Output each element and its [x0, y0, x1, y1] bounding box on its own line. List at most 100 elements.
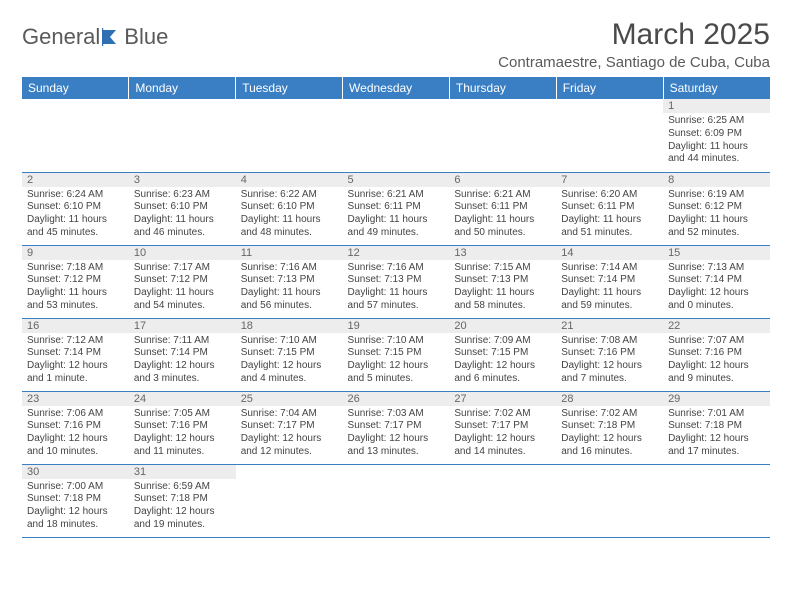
calendar-cell: 23Sunrise: 7:06 AMSunset: 7:16 PMDayligh…: [22, 391, 129, 464]
calendar-row: 23Sunrise: 7:06 AMSunset: 7:16 PMDayligh…: [22, 391, 770, 464]
sunset-line: Sunset: 7:14 PM: [668, 274, 765, 287]
day-number: 13: [449, 246, 556, 260]
calendar-cell: 20Sunrise: 7:09 AMSunset: 7:15 PMDayligh…: [449, 318, 556, 391]
day-number: 8: [663, 173, 770, 187]
day-number: 31: [129, 465, 236, 479]
day-number: 7: [556, 173, 663, 187]
calendar-cell: 30 Sunrise: 7:00 AMSunset: 7:18 PMDayligh…: [22, 464, 129, 537]
day-number: 9: [22, 246, 129, 260]
calendar-cell: [449, 99, 556, 172]
calendar-cell: [556, 99, 663, 172]
sunset-line: Sunset: 7:15 PM: [454, 347, 551, 360]
calendar-cell: 12Sunrise: 7:16 AMSunset: 7:13 PMDayligh…: [343, 245, 450, 318]
day-info: Sunrise: 7:05 AMSunset: 7:16 PMDaylight:…: [134, 408, 231, 459]
daylight-line: Daylight: 12 hours and 9 minutes.: [668, 360, 765, 386]
day-number: 17: [129, 319, 236, 333]
day-number-blank: [663, 465, 770, 479]
day-info: Sunrise: 7:13 AMSunset: 7:14 PMDaylight:…: [668, 262, 765, 313]
header: General Blue March 2025 Contramaestre, S…: [22, 18, 770, 71]
weekday-header: Thursday: [449, 77, 556, 99]
day-number: 29: [663, 392, 770, 406]
day-number-blank: [449, 99, 556, 113]
daylight-line: Daylight: 12 hours and 4 minutes.: [241, 360, 338, 386]
calendar-cell: [449, 464, 556, 537]
calendar-cell: [236, 99, 343, 172]
daylight-line: Daylight: 12 hours and 13 minutes.: [348, 433, 445, 459]
calendar-cell: 10 Sunrise: 7:17 AMSunset: 7:12 PMDayligh…: [129, 245, 236, 318]
weekday-header: Tuesday: [236, 77, 343, 99]
flag-icon: [102, 28, 122, 46]
calendar-cell: [556, 464, 663, 537]
day-number: 30: [22, 465, 129, 479]
day-info: Sunrise: 7:18 AMSunset: 7:12 PMDaylight:…: [27, 262, 124, 313]
day-number: 5: [343, 173, 450, 187]
sunset-line: Sunset: 7:18 PM: [134, 493, 231, 506]
daylight-line: Daylight: 12 hours and 16 minutes.: [561, 433, 658, 459]
day-info: Sunrise: 6:21 AMSunset: 6:11 PMDaylight:…: [348, 189, 445, 240]
sunrise-line: Sunrise: 7:01 AM: [668, 408, 765, 421]
calendar-cell: 11Sunrise: 7:16 AMSunset: 7:13 PMDayligh…: [236, 245, 343, 318]
sunset-line: Sunset: 6:10 PM: [27, 201, 124, 214]
sunset-line: Sunset: 7:17 PM: [241, 420, 338, 433]
sunrise-line: Sunrise: 7:12 AM: [27, 335, 124, 348]
sunrise-line: Sunrise: 6:19 AM: [668, 189, 765, 202]
sunset-line: Sunset: 7:12 PM: [27, 274, 124, 287]
daylight-line: Daylight: 12 hours and 17 minutes.: [668, 433, 765, 459]
sunset-line: Sunset: 7:13 PM: [241, 274, 338, 287]
sunrise-line: Sunrise: 7:07 AM: [668, 335, 765, 348]
day-info: Sunrise: 7:16 AMSunset: 7:13 PMDaylight:…: [241, 262, 338, 313]
day-number-blank: [22, 99, 129, 113]
sunset-line: Sunset: 7:14 PM: [134, 347, 231, 360]
daylight-line: Daylight: 12 hours and 3 minutes.: [134, 360, 231, 386]
day-number: 6: [449, 173, 556, 187]
sunrise-line: Sunrise: 7:15 AM: [454, 262, 551, 275]
daylight-line: Daylight: 12 hours and 11 minutes.: [134, 433, 231, 459]
calendar-row: 16Sunrise: 7:12 AMSunset: 7:14 PMDayligh…: [22, 318, 770, 391]
sunrise-line: Sunrise: 6:21 AM: [348, 189, 445, 202]
day-number: 2: [22, 173, 129, 187]
calendar-row: 1Sunrise: 6:25 AMSunset: 6:09 PMDaylight…: [22, 99, 770, 172]
weekday-header-row: SundayMondayTuesdayWednesdayThursdayFrid…: [22, 77, 770, 99]
sunset-line: Sunset: 7:16 PM: [27, 420, 124, 433]
day-number-blank: [343, 465, 450, 479]
day-info: Sunrise: 7:01 AMSunset: 7:18 PMDaylight:…: [668, 408, 765, 459]
day-info: Sunrise: 7:11 AMSunset: 7:14 PMDaylight:…: [134, 335, 231, 386]
sunrise-line: Sunrise: 7:18 AM: [27, 262, 124, 275]
daylight-line: Daylight: 11 hours and 44 minutes.: [668, 141, 765, 167]
day-info: Sunrise: 7:16 AMSunset: 7:13 PMDaylight:…: [348, 262, 445, 313]
calendar-cell: [129, 99, 236, 172]
daylight-line: Daylight: 11 hours and 58 minutes.: [454, 287, 551, 313]
calendar-table: SundayMondayTuesdayWednesdayThursdayFrid…: [22, 77, 770, 538]
daylight-line: Daylight: 11 hours and 52 minutes.: [668, 214, 765, 240]
sunset-line: Sunset: 7:18 PM: [27, 493, 124, 506]
day-info: Sunrise: 7:12 AMSunset: 7:14 PMDaylight:…: [27, 335, 124, 386]
day-number: 20: [449, 319, 556, 333]
day-info: Sunrise: 7:03 AMSunset: 7:17 PMDaylight:…: [348, 408, 445, 459]
day-number: 21: [556, 319, 663, 333]
day-number: 23: [22, 392, 129, 406]
calendar-cell: 16Sunrise: 7:12 AMSunset: 7:14 PMDayligh…: [22, 318, 129, 391]
calendar-cell: 18Sunrise: 7:10 AMSunset: 7:15 PMDayligh…: [236, 318, 343, 391]
day-number: 10: [129, 246, 236, 260]
sunset-line: Sunset: 6:12 PM: [668, 201, 765, 214]
sunrise-line: Sunrise: 7:17 AM: [134, 262, 231, 275]
day-number-blank: [129, 99, 236, 113]
sunset-line: Sunset: 7:18 PM: [561, 420, 658, 433]
day-info: Sunrise: 6:23 AMSunset: 6:10 PMDaylight:…: [134, 189, 231, 240]
day-number: 19: [343, 319, 450, 333]
daylight-line: Daylight: 12 hours and 14 minutes.: [454, 433, 551, 459]
daylight-line: Daylight: 11 hours and 54 minutes.: [134, 287, 231, 313]
day-info: Sunrise: 7:00 AMSunset: 7:18 PMDaylight:…: [27, 481, 124, 532]
sunrise-line: Sunrise: 7:03 AM: [348, 408, 445, 421]
sunrise-line: Sunrise: 7:16 AM: [241, 262, 338, 275]
day-info: Sunrise: 6:22 AMSunset: 6:10 PMDaylight:…: [241, 189, 338, 240]
sunset-line: Sunset: 6:09 PM: [668, 128, 765, 141]
daylight-line: Daylight: 12 hours and 0 minutes.: [668, 287, 765, 313]
daylight-line: Daylight: 12 hours and 7 minutes.: [561, 360, 658, 386]
weekday-header: Saturday: [663, 77, 770, 99]
sunset-line: Sunset: 7:17 PM: [348, 420, 445, 433]
sunrise-line: Sunrise: 7:10 AM: [348, 335, 445, 348]
calendar-cell: 22Sunrise: 7:07 AMSunset: 7:16 PMDayligh…: [663, 318, 770, 391]
day-number: 18: [236, 319, 343, 333]
day-info: Sunrise: 7:17 AMSunset: 7:12 PMDaylight:…: [134, 262, 231, 313]
